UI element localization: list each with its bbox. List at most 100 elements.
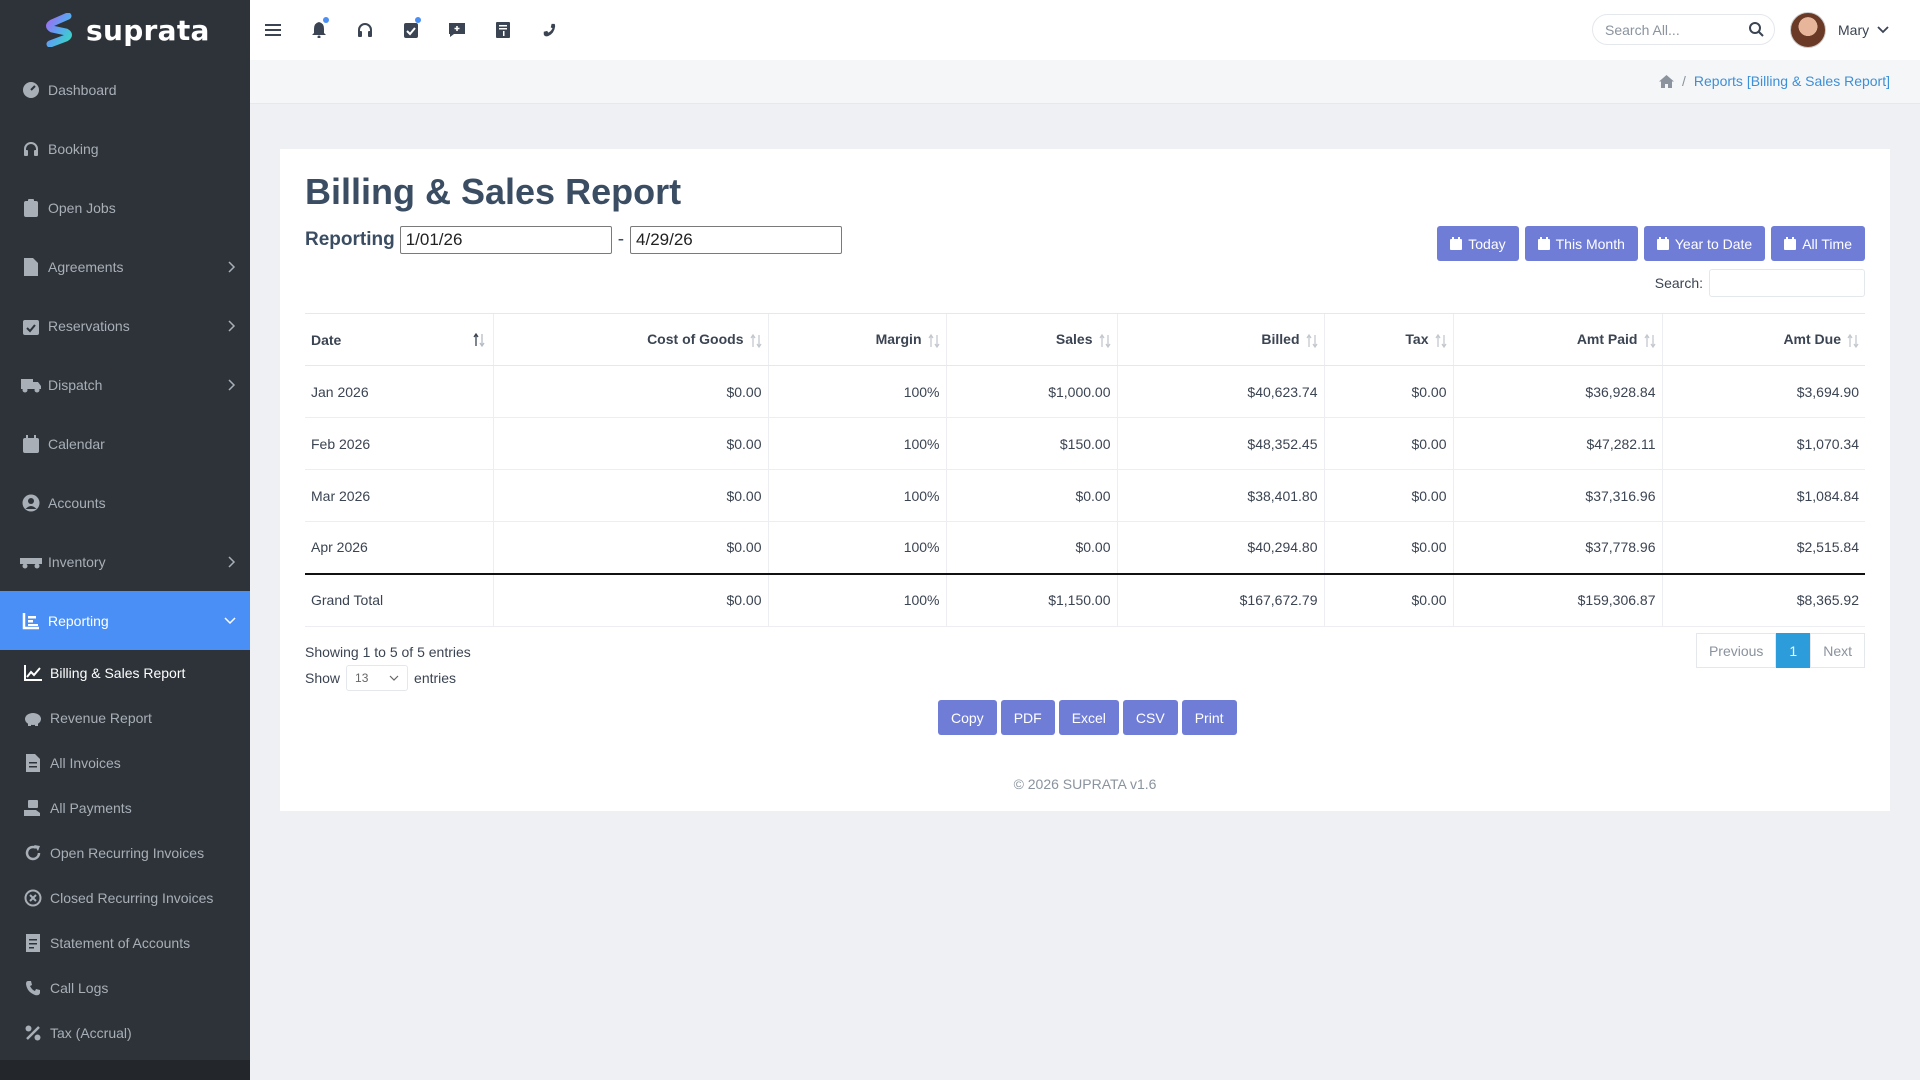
sidebar-item-label: Reporting [48,612,109,629]
table-cell: $0.00 [945,521,1117,574]
range-buttons: Today This Month Year to Date All Time [1437,226,1865,261]
this-month-button[interactable]: This Month [1524,226,1638,261]
menu-toggle-button[interactable] [250,0,296,60]
sidebar-subitem-label: Closed Recurring Invoices [50,889,214,906]
home-icon[interactable] [1659,74,1675,88]
notifications-button[interactable] [296,0,342,60]
tasks-button[interactable] [388,0,434,60]
table-search-label: Search: [1654,275,1703,291]
chart-line-icon [22,662,44,684]
table-cell: $37,778.96 [1452,521,1662,574]
sidebar-item-open-jobs[interactable]: Open Jobs [0,178,250,237]
sidebar-subitem-billing-sales-report[interactable]: Billing & Sales Report [0,650,250,695]
sidebar-item-label: Inventory [48,553,106,570]
copy-button[interactable]: Copy [938,700,997,735]
table-cell: $40,623.74 [1116,365,1324,418]
table-search-input[interactable] [1709,269,1865,297]
report-card: Billing & Sales Report Reporting - Today… [280,149,1890,811]
table-cell: $0.00 [1323,365,1453,418]
sidebar-subitem-call-logs[interactable]: Call Logs [0,965,250,1010]
sidebar-subitem-all-payments[interactable]: All Payments [0,785,250,830]
support-button[interactable] [342,0,388,60]
sidebar-subitem-label: Call Logs [50,979,109,996]
csv-button[interactable]: CSV [1122,700,1178,735]
file-contract-icon [20,256,42,278]
sidebar-subitem-tax-accrual[interactable]: Tax (Accrual) [0,1010,250,1055]
calendar-check-icon [20,315,42,337]
table-cell: $1,150.00 [945,572,1117,627]
today-button[interactable]: Today [1437,226,1519,261]
table-cell: $36,928.84 [1452,365,1662,418]
calendar-icon [20,433,42,455]
pdf-button[interactable]: PDF [1000,700,1055,735]
times-circle-icon [22,887,44,909]
sidebar-subitem-closed-recurring-invoices[interactable]: Closed Recurring Invoices [0,875,250,920]
sidebar-item-dispatch[interactable]: Dispatch [0,355,250,414]
redo-icon [22,842,44,864]
page-1-button[interactable]: 1 [1776,633,1811,668]
table-cell: Grand Total [305,572,493,627]
sidebar-item-label: Open Jobs [48,199,116,216]
sidebar-item-inventory[interactable]: Inventory [0,532,250,591]
table-cell: $0.00 [1323,572,1453,627]
column-header-date[interactable]: Date [305,313,493,366]
sidebar-subitem-all-invoices[interactable]: All Invoices [0,740,250,785]
previous-page-button[interactable]: Previous [1695,633,1777,668]
sidebar-subitem-revenue-report[interactable]: Revenue Report [0,695,250,740]
table-cell: 100% [767,417,946,470]
table-cell: $1,070.34 [1661,417,1865,470]
sidebar-item-reporting[interactable]: Reporting [0,591,250,650]
sidebar-item-booking[interactable]: Booking [0,119,250,178]
user-circle-icon [20,492,42,514]
column-header-label: Sales [1055,331,1093,348]
logo[interactable]: suprata [0,0,250,60]
user-menu[interactable]: Mary [1790,12,1889,48]
table-cell: $1,084.84 [1661,469,1865,522]
table-cell: $0.00 [1323,469,1453,522]
sidebar-item-dashboard[interactable]: Dashboard [0,60,250,119]
sidebar-item-calendar[interactable]: Calendar [0,414,250,473]
page-length: Show 13 entries [305,665,456,691]
column-header-billed[interactable]: Billed [1116,313,1324,366]
column-header-margin[interactable]: Margin [767,313,946,366]
column-header-amt-paid[interactable]: Amt Paid [1452,313,1662,366]
column-header-tax[interactable]: Tax [1323,313,1453,366]
sidebar-subitem-statement-of-accounts[interactable]: Statement of Accounts [0,920,250,965]
table-cell: $2,515.84 [1661,521,1865,574]
sidebar-item-label: Booking [48,140,99,157]
print-button[interactable]: Print [1181,700,1237,735]
table-cell: $8,365.92 [1661,572,1865,627]
table-row: Feb 2026 $0.00 100% $150.00 $48,352.45 $… [305,417,1865,470]
messages-button[interactable] [434,0,480,60]
sidebar-item-label: Calendar [48,435,105,452]
sidebar-subitem-label: Open Recurring Invoices [50,844,205,861]
column-header-amt-due[interactable]: Amt Due [1661,313,1865,366]
table-cell: 100% [767,572,946,627]
date-from-input[interactable] [399,226,612,254]
date-to-input[interactable] [630,226,843,254]
sidebar-item-reservations[interactable]: Reservations [0,296,250,355]
pagination: Previous 1 Next [1695,633,1865,668]
sort-icon [927,333,940,348]
breadcrumb-current[interactable]: Reports [Billing & Sales Report] [1693,73,1890,89]
global-search-input[interactable] [1605,21,1745,38]
sidebar-item-agreements[interactable]: Agreements [0,237,250,296]
column-header-cost-of-goods[interactable]: Cost of Goods [492,313,768,366]
sidebar-item-accounts[interactable]: Accounts [0,473,250,532]
phone-button[interactable] [526,0,572,60]
chevron-right-icon [228,260,236,273]
table-cell: $0.00 [1323,417,1453,470]
all-time-button[interactable]: All Time [1771,226,1865,261]
sidebar-subitem-open-recurring-invoices[interactable]: Open Recurring Invoices [0,830,250,875]
sidebar-subitem-label: Billing & Sales Report [50,664,186,681]
search-icon[interactable] [1749,22,1764,37]
excel-button[interactable]: Excel [1058,700,1119,735]
year-to-date-button[interactable]: Year to Date [1643,226,1766,261]
page-length-select[interactable]: 13 [346,665,409,691]
table-cell: $38,401.80 [1116,469,1324,522]
notification-dot [323,17,329,23]
column-header-sales[interactable]: Sales [945,313,1117,366]
next-page-button[interactable]: Next [1810,633,1865,668]
chevron-down-icon [389,675,399,681]
notes-button[interactable] [480,0,526,60]
